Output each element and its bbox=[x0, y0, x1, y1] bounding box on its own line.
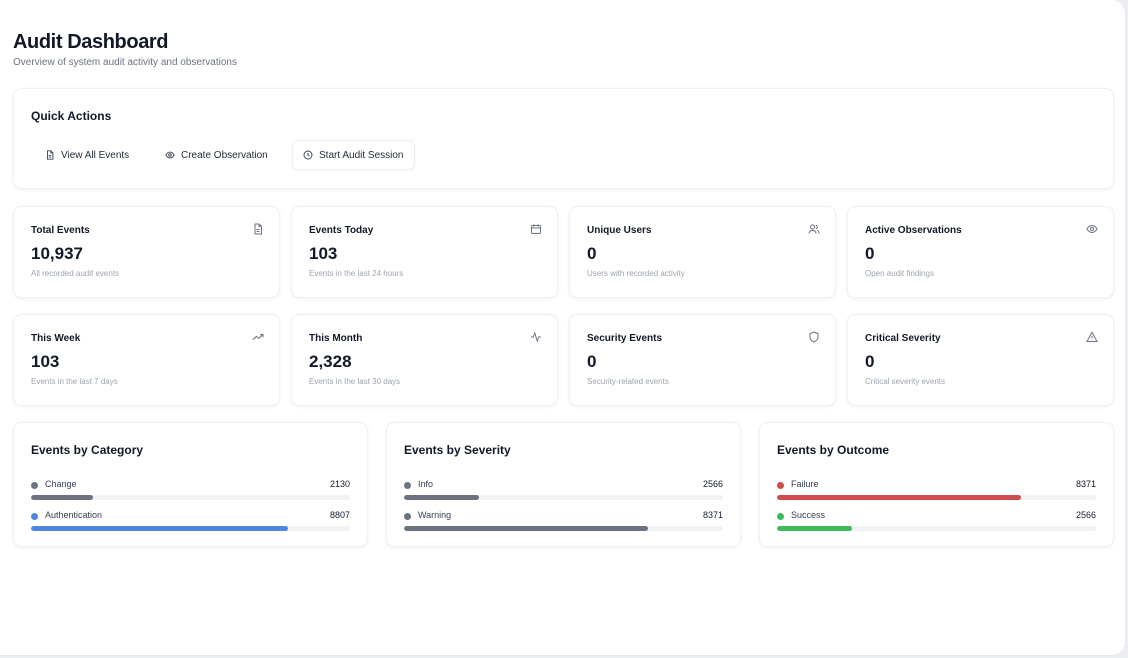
progress-track bbox=[777, 526, 1096, 531]
breakdown-row-label: Warning bbox=[418, 510, 452, 520]
breakdown-row-label: Info bbox=[418, 479, 434, 489]
users-icon bbox=[808, 223, 820, 235]
stat-card-total-events: Total Events 10,937 All recorded audit e… bbox=[13, 206, 280, 298]
progress-fill bbox=[31, 495, 94, 500]
breakdown-row-count: 2130 bbox=[329, 479, 350, 489]
page-title: Audit Dashboard bbox=[13, 31, 169, 53]
breakdown-row-label: Success bbox=[791, 510, 826, 520]
progress-fill bbox=[404, 495, 479, 500]
alert-triangle-icon bbox=[1086, 331, 1098, 343]
progress-track bbox=[31, 495, 350, 500]
page-subtitle: Overview of system audit activity and ob… bbox=[13, 57, 237, 68]
stat-description: Events in the last 24 hours bbox=[309, 269, 404, 278]
breakdown-title: Events by Outcome bbox=[777, 443, 890, 457]
create-observation-button[interactable]: Create Observation bbox=[154, 140, 279, 170]
breakdown-row: Warning 8371 bbox=[404, 510, 723, 532]
outcome-dot bbox=[777, 513, 784, 520]
stat-label: Active Observations bbox=[865, 225, 962, 236]
stat-card-unique-users: Unique Users 0 Users with recorded activ… bbox=[569, 206, 836, 298]
breakdown-row: Info 2566 bbox=[404, 479, 723, 501]
stat-value: 2,328 bbox=[309, 352, 352, 371]
stat-label: Unique Users bbox=[587, 225, 652, 236]
shield-icon bbox=[808, 331, 820, 343]
file-icon bbox=[47, 150, 54, 160]
breakdown-row-count: 2566 bbox=[1075, 510, 1096, 520]
stat-card-security-events: Security Events 0 Security-related event… bbox=[569, 314, 836, 406]
progress-track bbox=[404, 526, 723, 531]
breakdown-row-count: 8371 bbox=[702, 510, 723, 520]
stat-value: 103 bbox=[309, 244, 338, 263]
breakdown-row-label: Authentication bbox=[45, 510, 103, 520]
severity-dot bbox=[404, 482, 411, 489]
breakdown-row: Authentication 8807 bbox=[31, 510, 350, 532]
stat-description: Events in the last 30 days bbox=[309, 377, 401, 386]
events-by-category-card: Events by Category Change 2130 Authentic… bbox=[13, 422, 368, 547]
stat-label: This Month bbox=[309, 333, 363, 344]
progress-fill bbox=[404, 526, 649, 531]
stat-value: 10,937 bbox=[31, 244, 83, 263]
stat-description: Security-related events bbox=[587, 377, 669, 386]
view-all-events-label: View All Events bbox=[61, 149, 130, 161]
start-audit-session-label: Start Audit Session bbox=[319, 149, 404, 161]
progress-fill bbox=[31, 526, 288, 531]
stat-description: All recorded audit events bbox=[31, 269, 120, 278]
breakdown-row: Success 2566 bbox=[777, 510, 1096, 532]
progress-track bbox=[31, 526, 350, 531]
stat-label: Critical Severity bbox=[865, 333, 941, 344]
create-observation-label: Create Observation bbox=[181, 149, 268, 161]
category-dot bbox=[31, 482, 38, 489]
clock-icon bbox=[303, 150, 313, 160]
quick-actions-card: Quick Actions View All Events Create Obs… bbox=[13, 88, 1114, 189]
breakdown-row: Failure 8371 bbox=[777, 479, 1096, 501]
breakdown-row-count: 2566 bbox=[702, 479, 723, 489]
breakdown-row: Change 2130 bbox=[31, 479, 350, 501]
stat-card-this-month: This Month 2,328 Events in the last 30 d… bbox=[291, 314, 558, 406]
progress-track bbox=[404, 495, 723, 500]
category-dot bbox=[31, 513, 38, 520]
calendar-icon bbox=[530, 223, 542, 235]
stat-description: Events in the last 7 days bbox=[31, 377, 118, 386]
breakdown-title: Events by Severity bbox=[404, 443, 511, 457]
breakdown-row-count: 8371 bbox=[1075, 479, 1096, 489]
stat-card-events-today: Events Today 103 Events in the last 24 h… bbox=[291, 206, 558, 298]
events-by-outcome-card: Events by Outcome Failure 8371 Success 2… bbox=[759, 422, 1114, 547]
stat-card-this-week: This Week 103 Events in the last 7 days bbox=[13, 314, 280, 406]
eye-icon bbox=[1086, 223, 1098, 235]
breakdown-row-count: 8807 bbox=[329, 510, 350, 520]
stat-label: Total Events bbox=[31, 225, 90, 236]
stat-value: 0 bbox=[865, 244, 875, 263]
trending-up-icon bbox=[252, 331, 264, 343]
breakdown-row-label: Failure bbox=[791, 479, 819, 489]
view-all-events-button[interactable]: View All Events bbox=[34, 140, 141, 170]
stat-label: This Week bbox=[31, 333, 81, 344]
stat-value: 103 bbox=[31, 352, 60, 371]
stat-label: Security Events bbox=[587, 333, 663, 344]
outcome-dot bbox=[777, 482, 784, 489]
stat-card-critical-severity: Critical Severity 0 Critical severity ev… bbox=[847, 314, 1114, 406]
stat-value: 0 bbox=[865, 352, 875, 371]
stat-value: 0 bbox=[587, 244, 597, 263]
eye-icon bbox=[165, 151, 175, 159]
stat-card-active-observations: Active Observations 0 Open audit finding… bbox=[847, 206, 1114, 298]
file-icon bbox=[252, 223, 264, 235]
stat-value: 0 bbox=[587, 352, 597, 371]
stat-description: Critical severity events bbox=[865, 377, 946, 386]
stat-description: Users with recorded activity bbox=[587, 269, 685, 278]
breakdown-row-label: Change bbox=[45, 479, 77, 489]
events-by-severity-card: Events by Severity Info 2566 Warning 837… bbox=[386, 422, 741, 547]
progress-track bbox=[777, 495, 1096, 500]
start-audit-session-button[interactable]: Start Audit Session bbox=[292, 140, 415, 170]
progress-fill bbox=[777, 495, 1022, 500]
breakdown-title: Events by Category bbox=[31, 443, 144, 457]
severity-dot bbox=[404, 513, 411, 520]
stat-label: Events Today bbox=[309, 225, 374, 236]
stat-description: Open audit findings bbox=[865, 269, 934, 278]
progress-fill bbox=[777, 526, 852, 531]
activity-icon bbox=[530, 331, 542, 343]
quick-actions-title: Quick Actions bbox=[31, 109, 112, 123]
